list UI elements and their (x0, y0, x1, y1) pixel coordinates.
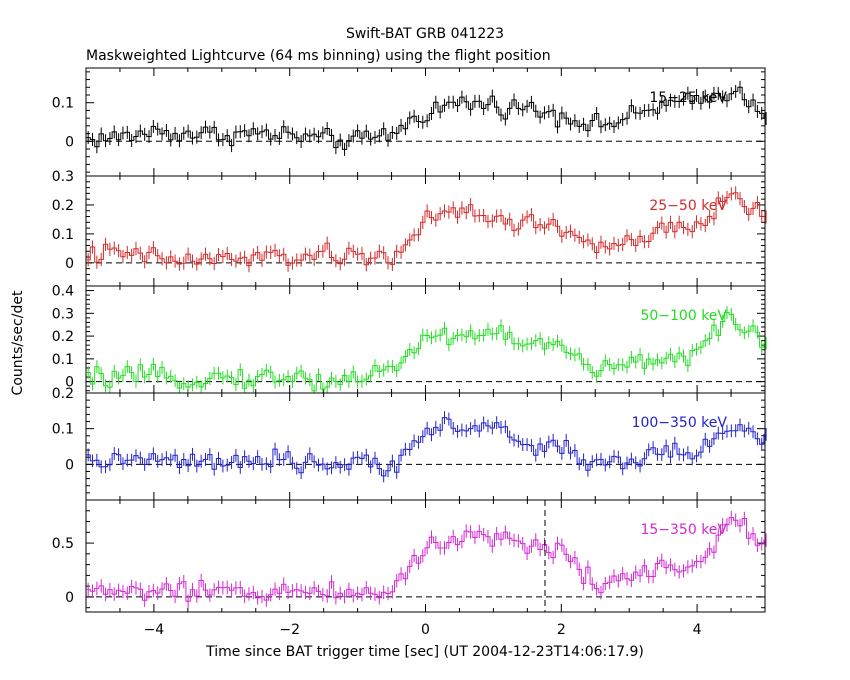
y-tick-label: 0.3 (52, 169, 74, 185)
y-tick-label: 0 (65, 256, 74, 272)
y-tick-label: 0.2 (52, 386, 74, 402)
series-label: 15−350 keV (640, 522, 727, 538)
panel-frame (85, 285, 766, 394)
series-label: 25−50 keV (649, 198, 727, 214)
panel-2: 0 0.1 0.2 0.3 25−50 keV (52, 169, 767, 287)
x-axis-label: Time since BAT trigger time [sec] (UT 20… (205, 644, 644, 660)
series-line (86, 517, 765, 602)
y-tick-label: 0.2 (52, 329, 74, 345)
panel-frame (85, 392, 766, 501)
panel-4: 0 0.1 0.2 100−350 keV (52, 386, 767, 501)
y-tick-label: 0 (65, 134, 74, 150)
series-label: 100−350 keV (632, 415, 728, 431)
series-line (86, 312, 765, 392)
x-tick-label: 2 (557, 622, 566, 638)
x-tick-labels: −4 −2 0 2 4 (144, 622, 702, 638)
y-tick-label: 0.3 (52, 306, 74, 322)
y-tick-label: 0.4 (52, 284, 74, 300)
y-tick-label: 0 (65, 590, 74, 606)
x-tick-label: 4 (693, 622, 702, 638)
panel-frame (85, 175, 766, 287)
y-tick-label: 0.5 (52, 536, 74, 552)
x-tick-label: −2 (279, 622, 300, 638)
series-line (86, 192, 765, 267)
series-line (86, 86, 765, 150)
panel-5: 0 0.5 15−350 keV (52, 499, 767, 613)
chart-subtitle: Maskweighted Lightcurve (64 ms binning) … (86, 48, 551, 64)
x-tick-label: 0 (421, 622, 430, 638)
y-axis-label: Counts/sec/det (10, 290, 26, 395)
series-label: 50−100 keV (640, 308, 727, 324)
y-tick-label: 0.1 (52, 422, 74, 438)
y-tick-label: 0 (65, 457, 74, 473)
panel-1: 0 0.1 15−25 keV (52, 67, 767, 177)
y-tick-label: 0 (65, 375, 74, 391)
y-tick-label: 0.1 (52, 96, 74, 112)
series-line (86, 417, 765, 477)
x-tick-label: −4 (144, 622, 165, 638)
series-label: 15−25 keV (649, 90, 727, 106)
y-tick-label: 0.2 (52, 198, 74, 214)
panel-3: 0 0.1 0.2 0.3 0.4 50−100 keV (52, 284, 767, 394)
y-tick-label: 0.1 (52, 352, 74, 368)
chart-title: Swift-BAT GRB 041223 (346, 26, 504, 42)
y-tick-label: 0.1 (52, 227, 74, 243)
